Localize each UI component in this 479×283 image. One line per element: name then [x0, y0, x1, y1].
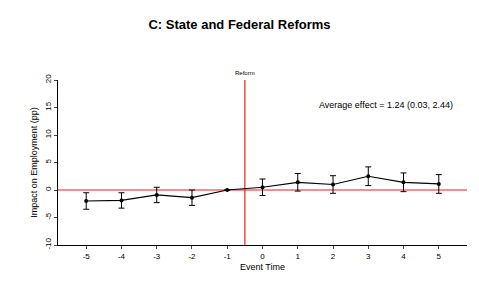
svg-text:-1: -1	[224, 252, 232, 261]
svg-text:4: 4	[401, 252, 406, 261]
svg-text:Impact on Employment (pp): Impact on Employment (pp)	[29, 107, 39, 218]
svg-text:Average effect = 1.24 (0.03, 2: Average effect = 1.24 (0.03, 2.44)	[319, 100, 453, 110]
svg-text:5: 5	[44, 159, 53, 164]
svg-text:Reform: Reform	[235, 70, 255, 76]
svg-text:1: 1	[296, 252, 301, 261]
svg-text:Event Time: Event Time	[240, 262, 285, 272]
svg-text:-10: -10	[44, 237, 53, 249]
svg-text:C: State and Federal Reforms: C: State and Federal Reforms	[148, 17, 330, 32]
svg-text:0: 0	[260, 252, 265, 261]
svg-text:5: 5	[437, 252, 442, 261]
svg-text:10: 10	[44, 129, 53, 138]
svg-text:-3: -3	[153, 252, 161, 261]
svg-text:3: 3	[366, 252, 371, 261]
svg-text:15: 15	[44, 101, 53, 110]
svg-text:-2: -2	[188, 252, 196, 261]
svg-text:2: 2	[331, 252, 336, 261]
svg-text:-5: -5	[44, 212, 53, 220]
svg-text:-4: -4	[118, 252, 126, 261]
svg-text:20: 20	[44, 74, 53, 83]
svg-text:-5: -5	[83, 252, 91, 261]
svg-text:0: 0	[44, 186, 53, 191]
